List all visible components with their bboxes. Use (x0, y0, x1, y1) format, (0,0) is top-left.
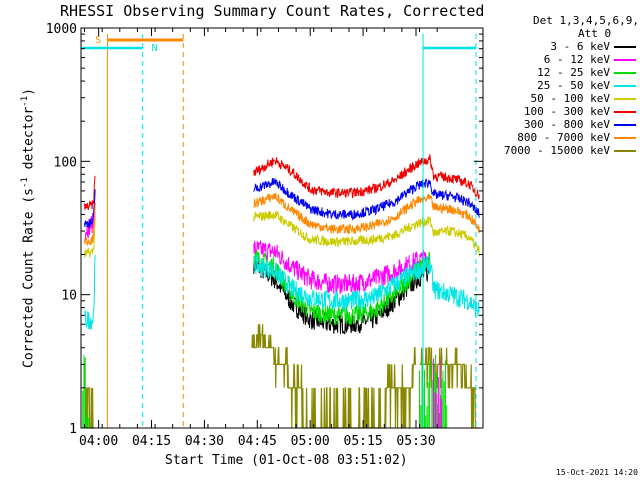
series-line-100-300- (84, 175, 96, 211)
series-line-7000-15000- (419, 347, 480, 429)
legend-swatch (614, 123, 636, 126)
series-line-50-100- (84, 219, 96, 258)
legend-swatch (614, 58, 636, 61)
y-tick-label: 1 (69, 422, 77, 437)
legend-label: 3 - 6 keV (550, 40, 610, 53)
x-axis-title: Start Time (01-Oct-08 03:51:02) (165, 453, 408, 468)
legend-entry: 3 - 6 keV (486, 40, 636, 53)
legend-entry: 25 - 50 keV (486, 79, 636, 92)
detector-list: Det 1,3,4,5,6,9, (533, 14, 639, 27)
legend-swatch (614, 149, 636, 152)
x-tick-label: 05:30 (396, 434, 435, 449)
series-line-50-100- (253, 209, 480, 257)
y-axis-title-part: detector (21, 106, 37, 178)
series-line-300-800- (253, 178, 480, 222)
legend-label: 50 - 100 keV (530, 92, 610, 105)
legend-swatch (614, 97, 636, 100)
x-tick-label: 04:15 (132, 434, 171, 449)
x-tick-label: 04:00 (79, 434, 118, 449)
saa-flag-label: S (95, 35, 101, 46)
legend-entry: 50 - 100 keV (486, 92, 636, 105)
series-line-6-12- (253, 240, 431, 294)
legend-swatch (614, 136, 636, 139)
legend-swatch (614, 45, 636, 48)
night-flag-label: N (152, 43, 158, 54)
legend-entry: 800 - 7000 keV (486, 131, 636, 144)
series-line-25-50- (253, 254, 480, 317)
legend-label: 12 - 25 keV (537, 66, 610, 79)
series-line-25-50- (84, 254, 96, 330)
legend-entry: 12 - 25 keV (486, 66, 636, 79)
y-tick-label: 1000 (46, 22, 77, 37)
series-line-7000-15000- (83, 364, 96, 429)
series-line-800-7000- (84, 203, 96, 246)
series-line-6-12- (84, 202, 96, 241)
legend-label: 25 - 50 keV (537, 79, 610, 92)
y-tick-label: 100 (54, 155, 77, 170)
legend-label: 100 - 300 keV (523, 105, 610, 118)
legend-swatch (614, 110, 636, 113)
legend-entry: 100 - 300 keV (486, 105, 636, 118)
series-line-3-6- (253, 255, 431, 335)
attenuator-state: Att 0 (578, 27, 612, 40)
x-tick-label: 04:45 (238, 434, 277, 449)
y-tick-label: 10 (61, 289, 77, 304)
legend-label: 6 - 12 keV (543, 53, 610, 66)
x-tick-label: 04:30 (185, 434, 224, 449)
legend-entry: 6 - 12 keV (486, 53, 636, 66)
legend-label: 800 - 7000 keV (517, 131, 610, 144)
series-line-300-800- (84, 189, 96, 228)
series-line-12-25- (253, 250, 431, 326)
plot-frame (80, 27, 484, 429)
y-axis-title-superscript: -1 (20, 177, 30, 188)
x-tick-label: 05:00 (291, 434, 330, 449)
x-tick-label: 05:15 (344, 434, 383, 449)
y-axis-title: Corrected Count Rate (s-1 detector-1) (20, 88, 36, 368)
legend-entry: 300 - 800 keV (486, 118, 636, 131)
legend-swatch (614, 71, 636, 74)
generation-timestamp: 15-Oct-2021 14:20 (556, 468, 638, 477)
series-line-800-7000- (253, 192, 480, 235)
chart-title: RHESSI Observing Summary Count Rates, Co… (60, 2, 485, 20)
legend-label: 300 - 800 keV (523, 118, 610, 131)
y-axis-title-superscript: -1 (20, 95, 30, 107)
legend-label: 7000 - 15000 keV (504, 144, 610, 157)
series-line-7000-15000- (251, 324, 416, 429)
y-axis-title-part: Corrected Count Rate (s (21, 187, 37, 368)
series-line-100-300- (253, 154, 480, 200)
legend: 3 - 6 keV 6 - 12 keV 12 - 25 keV 25 - 50 ke… (486, 40, 636, 157)
y-axis-title-part: ) (21, 88, 37, 96)
legend-swatch (614, 84, 636, 87)
legend-entry: 7000 - 15000 keV (486, 144, 636, 157)
